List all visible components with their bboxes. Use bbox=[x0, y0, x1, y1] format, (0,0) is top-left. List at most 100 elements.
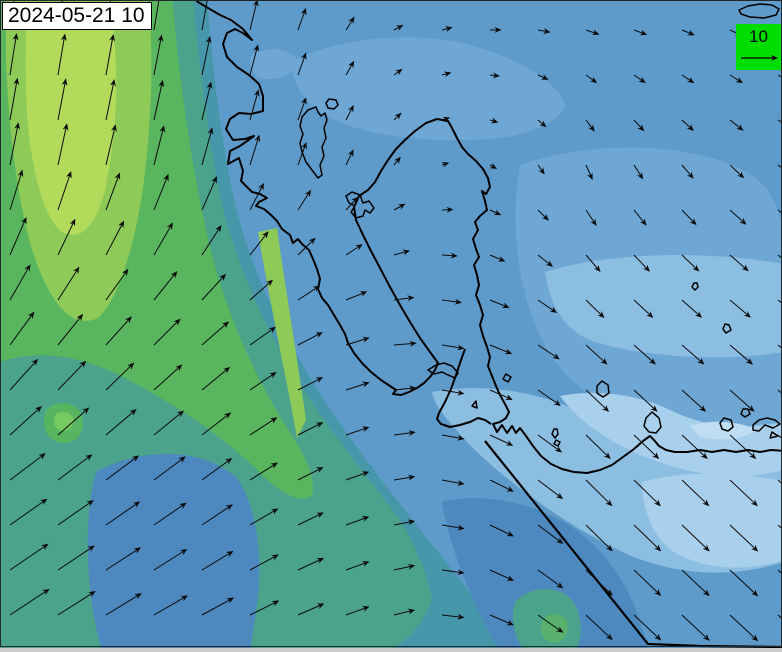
wind-vector bbox=[57, 454, 93, 481]
wind-vector bbox=[9, 77, 20, 121]
wind-vector bbox=[489, 479, 514, 492]
wind-vector bbox=[537, 524, 564, 544]
wind-vector bbox=[153, 364, 183, 391]
wind-vector bbox=[9, 169, 24, 211]
wind-vector bbox=[345, 244, 363, 256]
wind-vector bbox=[153, 0, 160, 31]
wind-vector bbox=[729, 479, 758, 507]
wind-vector bbox=[585, 569, 613, 596]
wind-vector bbox=[9, 358, 39, 391]
wind-vector bbox=[393, 563, 416, 571]
islands-layer bbox=[299, 3, 781, 447]
wind-vector bbox=[537, 569, 564, 589]
wind-vector bbox=[249, 89, 260, 121]
wind-vector bbox=[633, 614, 662, 641]
wind-vector bbox=[633, 29, 648, 36]
wind-vector bbox=[345, 561, 370, 571]
se-islet-2 bbox=[740, 408, 751, 418]
bottom-margin-strip bbox=[0, 648, 782, 652]
wind-vector bbox=[489, 162, 498, 169]
wind-vector bbox=[729, 254, 749, 272]
wind-vector bbox=[297, 377, 324, 391]
wind-vector bbox=[297, 97, 307, 121]
wind-vector bbox=[489, 524, 514, 537]
wind-vectors-layer bbox=[9, 0, 782, 642]
wind-vector bbox=[585, 614, 613, 641]
wind-vector bbox=[249, 279, 274, 301]
wind-vector bbox=[537, 389, 561, 406]
wind-vector bbox=[777, 119, 782, 124]
wind-vector bbox=[297, 422, 324, 436]
wind-vector bbox=[9, 588, 50, 616]
wind-vector bbox=[57, 360, 87, 391]
wind-vector bbox=[393, 385, 417, 392]
wind-vector bbox=[249, 182, 264, 211]
wind-vector bbox=[393, 340, 417, 347]
wind-vector bbox=[681, 119, 694, 132]
wind-vector bbox=[249, 371, 277, 391]
wind-vector bbox=[153, 595, 188, 616]
wind-vector bbox=[105, 124, 117, 166]
wind-vector bbox=[153, 456, 186, 481]
wind-vector bbox=[393, 519, 416, 526]
wind-vector bbox=[153, 271, 178, 301]
top-right-island bbox=[738, 3, 780, 19]
wind-vector bbox=[537, 344, 560, 360]
wind-vector bbox=[585, 74, 598, 84]
wind-vector bbox=[57, 78, 68, 121]
wind-vector bbox=[249, 231, 269, 256]
wind-vector bbox=[297, 142, 307, 166]
wind-vector bbox=[441, 26, 453, 32]
wind-vector bbox=[777, 569, 782, 575]
wind-vector bbox=[633, 254, 650, 272]
wind-vector bbox=[393, 295, 415, 302]
wind-vector bbox=[393, 203, 406, 211]
wind-vector bbox=[489, 209, 502, 216]
wind-vector bbox=[249, 134, 261, 166]
wind-vector bbox=[249, 326, 276, 346]
wind-vector bbox=[57, 266, 80, 301]
wind-vector bbox=[345, 606, 370, 616]
wind-vector bbox=[633, 524, 662, 552]
wind-scale-arrow-icon bbox=[741, 55, 778, 61]
wind-vector bbox=[681, 389, 707, 412]
wind-vector bbox=[393, 474, 416, 481]
wind-vector bbox=[345, 426, 370, 436]
wind-vector bbox=[441, 344, 465, 351]
wind-vector bbox=[489, 254, 506, 262]
wind-vector bbox=[153, 548, 188, 571]
bahrain-island bbox=[299, 106, 328, 179]
wind-vector bbox=[585, 164, 593, 180]
wind-vector bbox=[153, 410, 185, 436]
wind-vector bbox=[633, 389, 658, 412]
wind-vector bbox=[537, 434, 563, 453]
wind-vector bbox=[201, 36, 212, 76]
wind-vector bbox=[297, 557, 325, 571]
wind-vector bbox=[297, 603, 325, 616]
wind-vector bbox=[441, 389, 465, 396]
wind-vector bbox=[441, 206, 454, 213]
wind-vector bbox=[249, 462, 278, 481]
region-nw-light-pocket bbox=[250, 49, 298, 80]
wind-vector bbox=[681, 524, 710, 552]
wind-vector bbox=[297, 512, 324, 526]
wind-vector bbox=[585, 209, 597, 226]
wind-vector bbox=[441, 613, 465, 620]
wind-vector bbox=[201, 224, 222, 256]
wind-vector bbox=[201, 0, 208, 31]
wind-vector bbox=[153, 502, 187, 526]
wind-vector bbox=[249, 508, 279, 526]
wind-vector bbox=[681, 299, 703, 318]
wind-vector bbox=[585, 479, 613, 507]
arabian-gulf-coast bbox=[194, 0, 782, 474]
wind-vector bbox=[585, 29, 600, 36]
bahrain-north-islet bbox=[325, 98, 339, 110]
wind-vector bbox=[729, 389, 755, 412]
wind-scale-value: 10 bbox=[749, 27, 768, 46]
wind-vector bbox=[633, 344, 656, 365]
wind-vector bbox=[153, 34, 164, 76]
wind-vector bbox=[729, 74, 743, 84]
wind-vector bbox=[105, 593, 142, 616]
wind-vector bbox=[393, 156, 401, 166]
